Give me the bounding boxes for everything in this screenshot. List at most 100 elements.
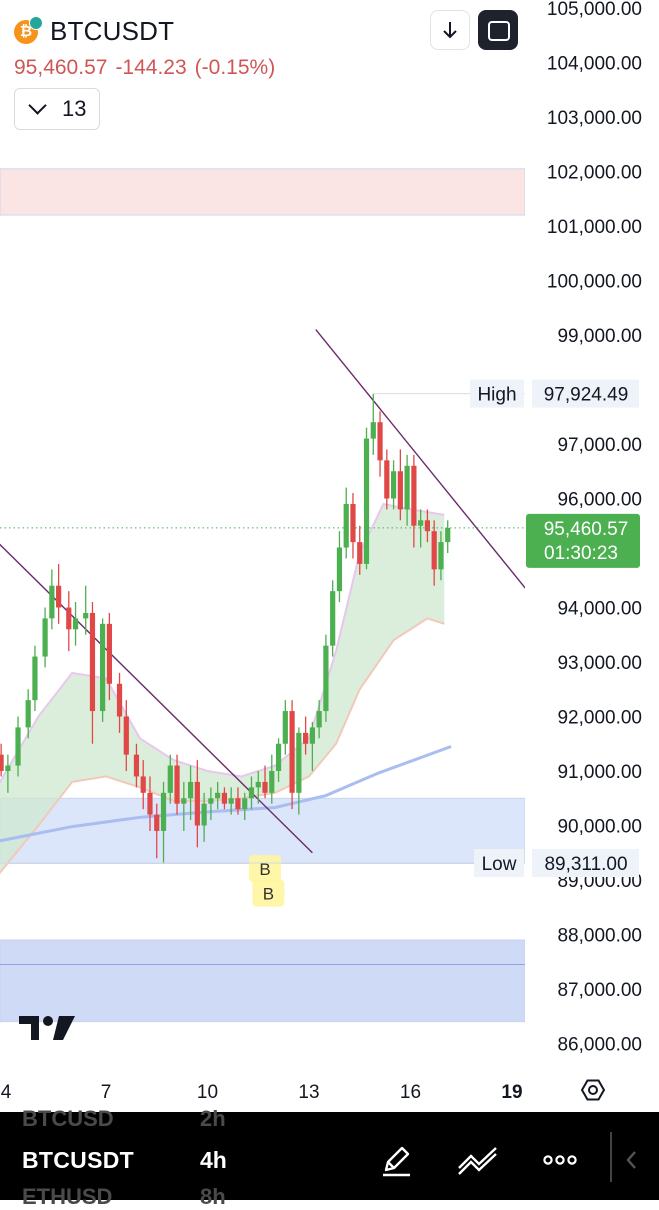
candle-body xyxy=(106,623,112,684)
price-tick-label: 92,000.00 xyxy=(557,708,642,729)
price-tick-label: 87,000.00 xyxy=(557,980,642,1001)
price-summary: 95,460.57 -144.23 (-0.15%) xyxy=(14,56,283,80)
next-symbol[interactable]: ETHUSD xyxy=(22,1184,113,1209)
candle-body xyxy=(235,798,241,810)
candle-body xyxy=(15,727,21,766)
price-chart[interactable]: BB 105,000.00 104,000.00 103,000.00 102,000… xyxy=(0,0,659,1112)
candle-body xyxy=(208,798,214,804)
high-value: 97,924.49 xyxy=(544,385,629,406)
indicators-toggle-button[interactable]: 13 xyxy=(14,88,100,130)
candle-body xyxy=(5,765,11,771)
price-change: -144.23 xyxy=(115,56,187,79)
trendline-0 xyxy=(0,543,313,854)
candle-body xyxy=(116,683,123,717)
last-price-tag: 95,460.57 xyxy=(544,519,629,540)
candle-countdown: 01:30:23 xyxy=(544,543,618,564)
price-tick-label: 102,000.00 xyxy=(547,163,642,184)
prev-symbol[interactable]: BTCUSD xyxy=(22,1106,114,1131)
multi-line-icon[interactable] xyxy=(456,1142,500,1178)
candle-body xyxy=(269,771,275,793)
prev-timeframe[interactable]: 2h xyxy=(200,1106,226,1131)
trendlines[interactable] xyxy=(0,329,527,854)
fullscreen-button[interactable] xyxy=(478,10,518,50)
candle-body xyxy=(404,465,410,510)
high-value-bg xyxy=(532,379,639,408)
candle-body xyxy=(228,798,234,804)
candle-body xyxy=(100,623,106,712)
candle-body xyxy=(390,471,397,499)
candle-body xyxy=(123,716,129,755)
buy-marker-label: B xyxy=(263,885,274,904)
candle-body xyxy=(187,781,194,799)
candle-body xyxy=(418,520,424,526)
candle-body xyxy=(32,656,38,701)
time-tick-label: 7 xyxy=(101,1082,112,1103)
download-button[interactable] xyxy=(430,10,470,50)
symbol-header[interactable]: ₿ BTCUSDT xyxy=(14,15,175,47)
pen-icon[interactable] xyxy=(380,1142,414,1178)
price-tick-label: 101,000.00 xyxy=(547,217,642,238)
low-label-bg xyxy=(474,849,524,878)
candle-body xyxy=(66,607,72,630)
candle-body xyxy=(377,422,383,461)
high-label: High xyxy=(477,385,516,406)
price-tick-label: 103,000.00 xyxy=(547,108,642,129)
low-label: Low xyxy=(482,854,517,875)
price-tick-label: 94,000.00 xyxy=(557,599,642,620)
trendline-1 xyxy=(315,329,527,589)
candle-body xyxy=(397,471,403,510)
time-axis[interactable]: 4 7 10 13 16 19 xyxy=(0,1068,659,1112)
candle-body xyxy=(221,792,228,804)
low-value-bg xyxy=(532,849,639,878)
slow-moving-average xyxy=(0,745,452,843)
candle-body xyxy=(242,798,248,810)
price-tick-label: 93,000.00 xyxy=(557,653,642,674)
candle-body xyxy=(309,727,315,744)
time-tick-label: 4 xyxy=(1,1082,12,1103)
candle-body xyxy=(384,460,390,499)
candle-body xyxy=(282,711,288,744)
symbol-name: BTCUSDT xyxy=(50,16,175,46)
candle-body xyxy=(296,732,302,793)
more-icon[interactable] xyxy=(540,1142,580,1178)
low-value: 89,311.00 xyxy=(544,854,627,875)
candle-body xyxy=(140,776,146,793)
candle-body xyxy=(424,520,431,532)
current-timeframe[interactable]: 4h xyxy=(200,1147,227,1173)
indicator-count: 13 xyxy=(62,96,87,121)
bottom-symbol-bar[interactable]: BTCUSD 2h BTCUSDT 4h ETHUSD 8h xyxy=(0,1106,659,1209)
candle-body xyxy=(194,781,200,826)
last-price-tag-bg xyxy=(526,513,640,568)
exchange-badge-icon xyxy=(29,15,43,30)
next-timeframe[interactable]: 8h xyxy=(200,1184,226,1209)
candle-body xyxy=(133,754,140,777)
bar-divider xyxy=(610,1132,612,1182)
price-tick-label: 100,000.00 xyxy=(547,272,642,293)
price-change-percent: (-0.15%) xyxy=(194,56,276,79)
candle-body xyxy=(174,765,180,804)
candle-body xyxy=(160,792,167,831)
candle-body xyxy=(262,781,268,793)
candle-body xyxy=(323,645,329,712)
candle-body xyxy=(83,612,89,619)
high-label-bg xyxy=(470,379,524,408)
candle-body xyxy=(445,527,451,543)
candle-body xyxy=(49,585,55,619)
chart-settings-icon-center xyxy=(588,1085,598,1095)
candle-body xyxy=(357,542,363,564)
price-tick-label: 97,000.00 xyxy=(557,435,642,456)
candle-body xyxy=(56,585,62,608)
ma-slow-line xyxy=(0,745,452,843)
time-tick-label: 16 xyxy=(400,1082,421,1103)
candle-body xyxy=(343,503,349,548)
chart-settings-icon[interactable] xyxy=(580,1079,606,1101)
current-symbol[interactable]: BTCUSDT xyxy=(22,1147,134,1173)
candle-body xyxy=(370,422,376,439)
candle-body xyxy=(147,792,153,815)
candle-body xyxy=(411,465,417,526)
candle-body xyxy=(316,711,322,728)
candle-body xyxy=(0,754,4,771)
chevron-left-icon[interactable] xyxy=(622,1148,642,1172)
candle-body xyxy=(431,531,437,570)
candle-body xyxy=(72,618,79,630)
